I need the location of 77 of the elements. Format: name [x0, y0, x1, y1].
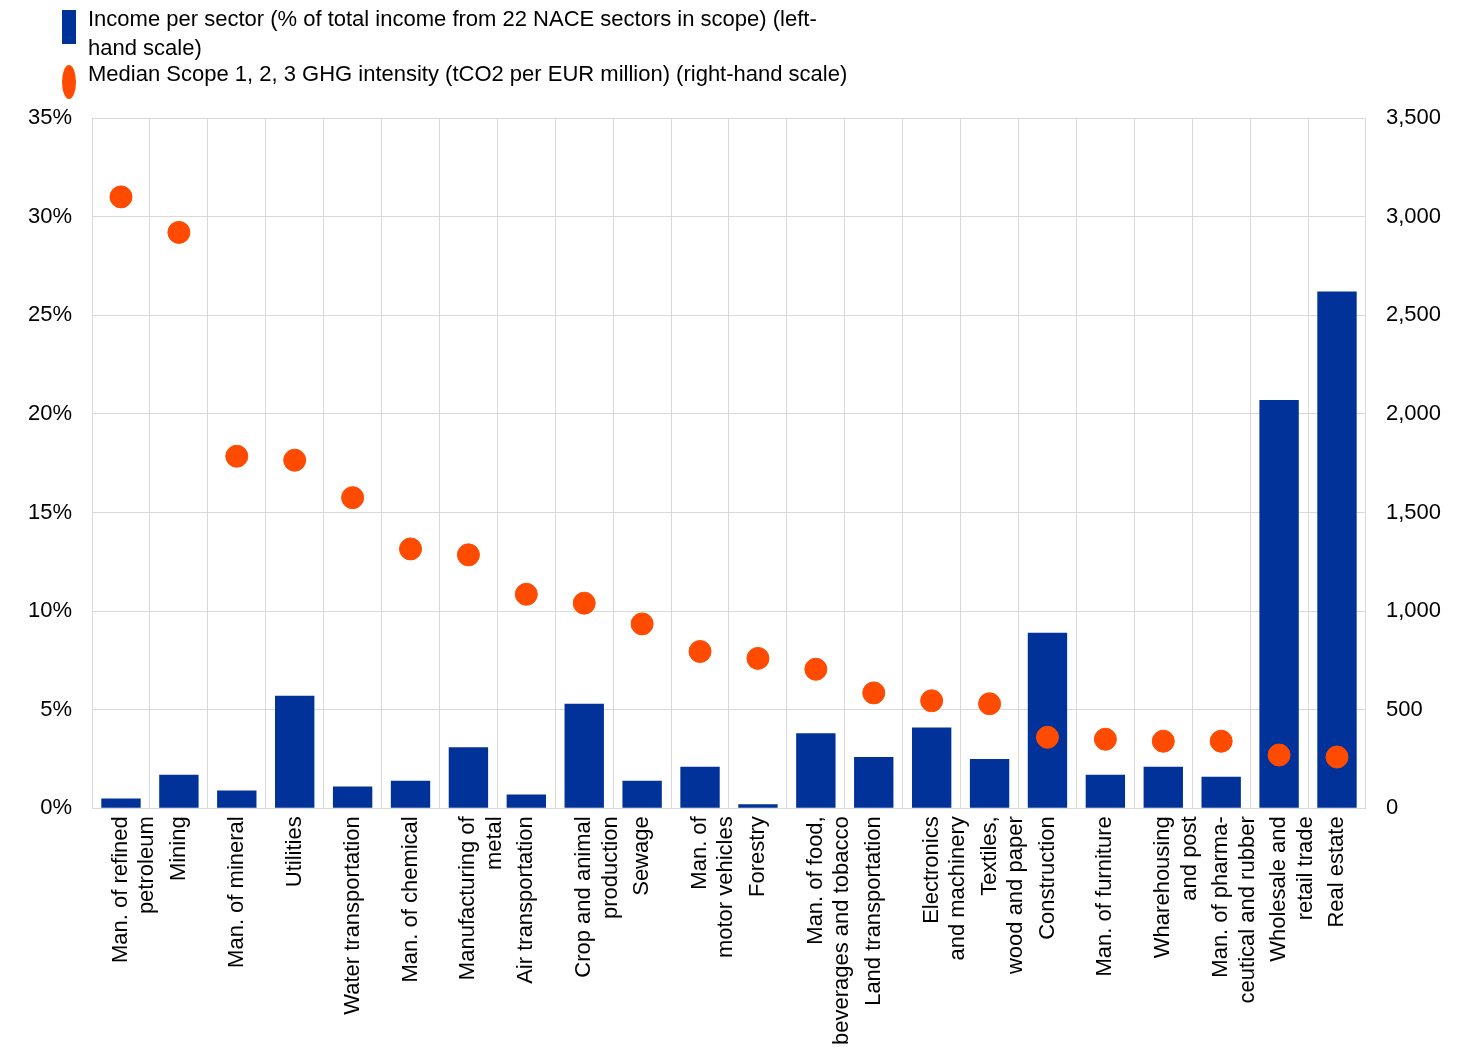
point [1325, 745, 1349, 769]
bar [275, 695, 315, 808]
point [572, 591, 596, 615]
x-tick-label: Construction [1033, 816, 1059, 940]
x-tick-label: Real estate [1323, 816, 1349, 928]
y2-tick-label: 1,500 [1385, 498, 1442, 524]
x-tick-label: Man. of furniture [1091, 816, 1117, 977]
y-tick-label: 10% [27, 597, 73, 623]
bar [1085, 774, 1126, 808]
bar [1259, 400, 1299, 808]
point [399, 537, 423, 561]
point [167, 220, 191, 244]
bar [680, 766, 720, 808]
x-tick-label: Forestry [744, 816, 769, 897]
legend-label: Income per sector (% of total income from 22 NACE sectors in scope) (left-hand scale) [88, 5, 818, 62]
y-tick-label: 0% [40, 794, 73, 820]
bar [1027, 632, 1068, 808]
x-tick-label: Utilities [280, 816, 306, 888]
point [1035, 725, 1059, 749]
bar [564, 703, 604, 808]
y2-tick-label: 3,000 [1385, 202, 1442, 228]
bar [217, 790, 257, 808]
x-tick-label: Mining [164, 816, 190, 882]
point [283, 448, 307, 472]
y-tick-label: 20% [27, 399, 73, 425]
x-tick-label: Man. of chemical [396, 816, 422, 983]
point [630, 612, 654, 636]
x-tick-label: Man. of refined petroleum [107, 816, 159, 964]
y2-tick-label: 2,500 [1385, 301, 1442, 327]
bar [969, 758, 1010, 808]
point [746, 646, 770, 670]
y2-tick-label: 0 [1385, 794, 1399, 820]
x-tick-label: Water transportation [338, 816, 364, 1015]
y-tick-label: 5% [40, 695, 73, 721]
bar [1317, 291, 1357, 808]
bar [1201, 776, 1241, 808]
y2-tick-label: 2,000 [1385, 399, 1442, 425]
bar [159, 774, 199, 808]
bar [911, 727, 952, 808]
y-tick-label: 15% [27, 498, 73, 524]
y2-tick-label: 500 [1385, 695, 1423, 721]
point [1093, 727, 1117, 751]
bar [390, 780, 431, 808]
bar [622, 780, 662, 808]
legend-label: Median Scope 1, 2, 3 GHG intensity (tCO2 per EUR million) (right-hand scale) [88, 60, 848, 88]
x-tick-label: Sewage [628, 816, 654, 896]
point [1151, 729, 1175, 753]
point [804, 657, 828, 681]
bar [796, 733, 836, 808]
point [109, 185, 133, 209]
point [341, 486, 365, 510]
bar [854, 757, 894, 808]
bar [738, 804, 778, 808]
x-tick-label: Wharehousing and post [1149, 816, 1201, 959]
bar [332, 786, 373, 808]
bar [101, 798, 141, 808]
point [225, 444, 249, 468]
y-tick-label: 35% [27, 104, 73, 130]
point [456, 543, 480, 567]
bar [1143, 766, 1183, 808]
x-tick-label: Manufacturing of metal [454, 815, 506, 981]
bar [506, 794, 547, 808]
x-tick-label: Air transportation [512, 816, 538, 984]
x-tick-label: Land transportation [859, 816, 885, 1006]
point [514, 582, 538, 606]
y2-tick-label: 3,500 [1385, 104, 1442, 130]
y-tick-label: 30% [27, 202, 73, 228]
bar [448, 747, 489, 808]
point [1209, 729, 1233, 753]
y-tick-label: 25% [27, 301, 73, 327]
point [862, 681, 886, 705]
point [978, 692, 1002, 716]
point [1267, 743, 1291, 767]
y2-tick-label: 1,000 [1385, 597, 1442, 623]
point [920, 689, 944, 713]
point [688, 639, 712, 663]
x-tick-label: Man. of mineral [222, 816, 248, 968]
